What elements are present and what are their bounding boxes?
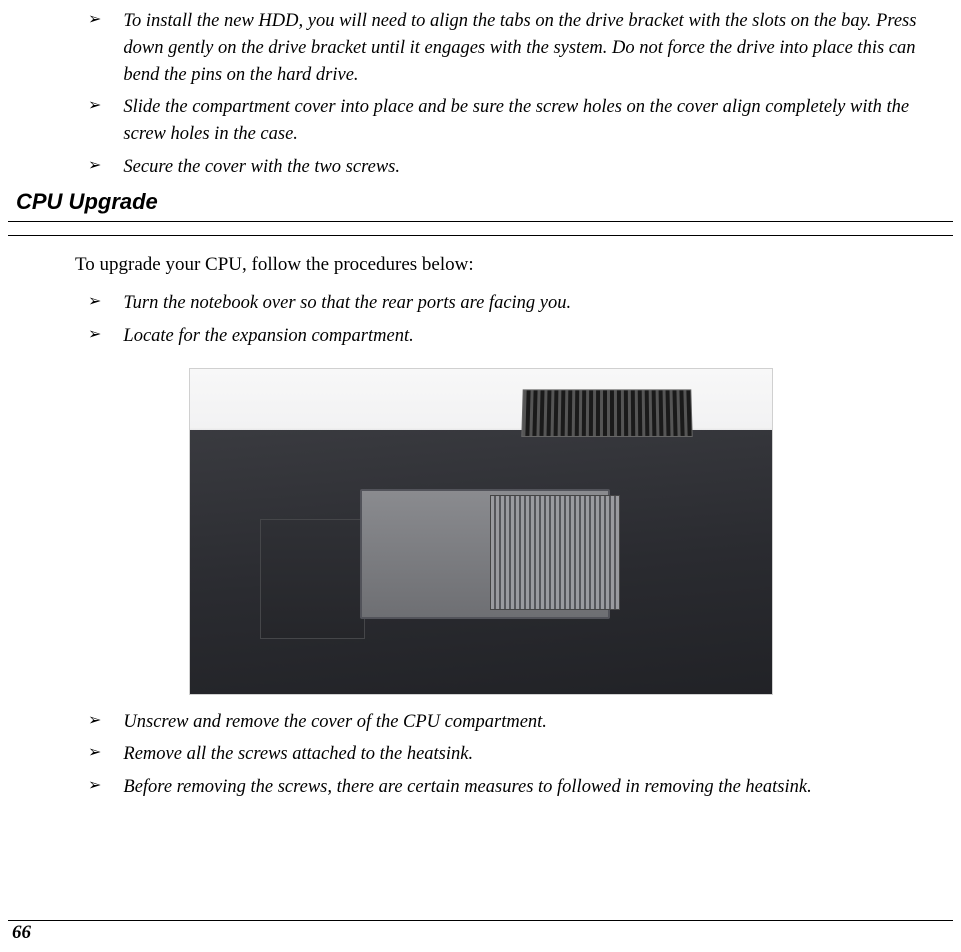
arrow-bullet-icon: ➢ [88, 323, 101, 346]
vent-grille-graphic [521, 389, 692, 437]
list-item: ➢ To install the new HDD, you will need … [8, 8, 953, 88]
arrow-bullet-icon: ➢ [88, 94, 101, 117]
arrow-bullet-icon: ➢ [88, 8, 101, 31]
bullet-text: To install the new HDD, you will need to… [123, 8, 953, 88]
page-content: ➢ To install the new HDD, you will need … [8, 8, 953, 801]
bullet-text: Before removing the screws, there are ce… [123, 774, 821, 801]
arrow-bullet-icon: ➢ [88, 741, 101, 764]
bullet-list-cpu-steps: ➢ Unscrew and remove the cover of the CP… [8, 709, 953, 801]
intro-paragraph: To upgrade your CPU, follow the procedur… [8, 254, 953, 276]
bullet-text: Slide the compartment cover into place a… [123, 94, 953, 148]
bullet-text: Remove all the screws attached to the he… [123, 741, 483, 768]
heading-divider-bottom [8, 235, 953, 236]
heatsink-fins-graphic [490, 495, 620, 610]
bullet-list-hdd: ➢ To install the new HDD, you will need … [8, 8, 953, 181]
arrow-bullet-icon: ➢ [88, 154, 101, 177]
list-item: ➢ Slide the compartment cover into place… [8, 94, 953, 148]
heading-divider-top [8, 221, 953, 222]
bullet-text: Unscrew and remove the cover of the CPU … [123, 709, 557, 736]
list-item: ➢ Before removing the screws, there are … [8, 774, 953, 801]
list-item: ➢ Secure the cover with the two screws. [8, 154, 953, 181]
page-number: 66 [8, 922, 953, 944]
bullet-text: Secure the cover with the two screws. [123, 154, 410, 181]
page-footer: 66 [8, 920, 953, 944]
bullet-text: Turn the notebook over so that the rear … [123, 290, 581, 317]
figure-cpu-compartment [189, 368, 773, 695]
arrow-bullet-icon: ➢ [88, 774, 101, 797]
footer-divider [8, 920, 953, 921]
arrow-bullet-icon: ➢ [88, 709, 101, 732]
arrow-bullet-icon: ➢ [88, 290, 101, 313]
bullet-list-cpu-prep: ➢ Turn the notebook over so that the rea… [8, 290, 953, 350]
section-heading-cpu-upgrade: CPU Upgrade [8, 189, 953, 215]
side-panel-graphic [260, 519, 365, 639]
list-item: ➢ Locate for the expansion compartment. [8, 323, 953, 350]
list-item: ➢ Unscrew and remove the cover of the CP… [8, 709, 953, 736]
list-item: ➢ Remove all the screws attached to the … [8, 741, 953, 768]
bullet-text: Locate for the expansion compartment. [123, 323, 423, 350]
list-item: ➢ Turn the notebook over so that the rea… [8, 290, 953, 317]
